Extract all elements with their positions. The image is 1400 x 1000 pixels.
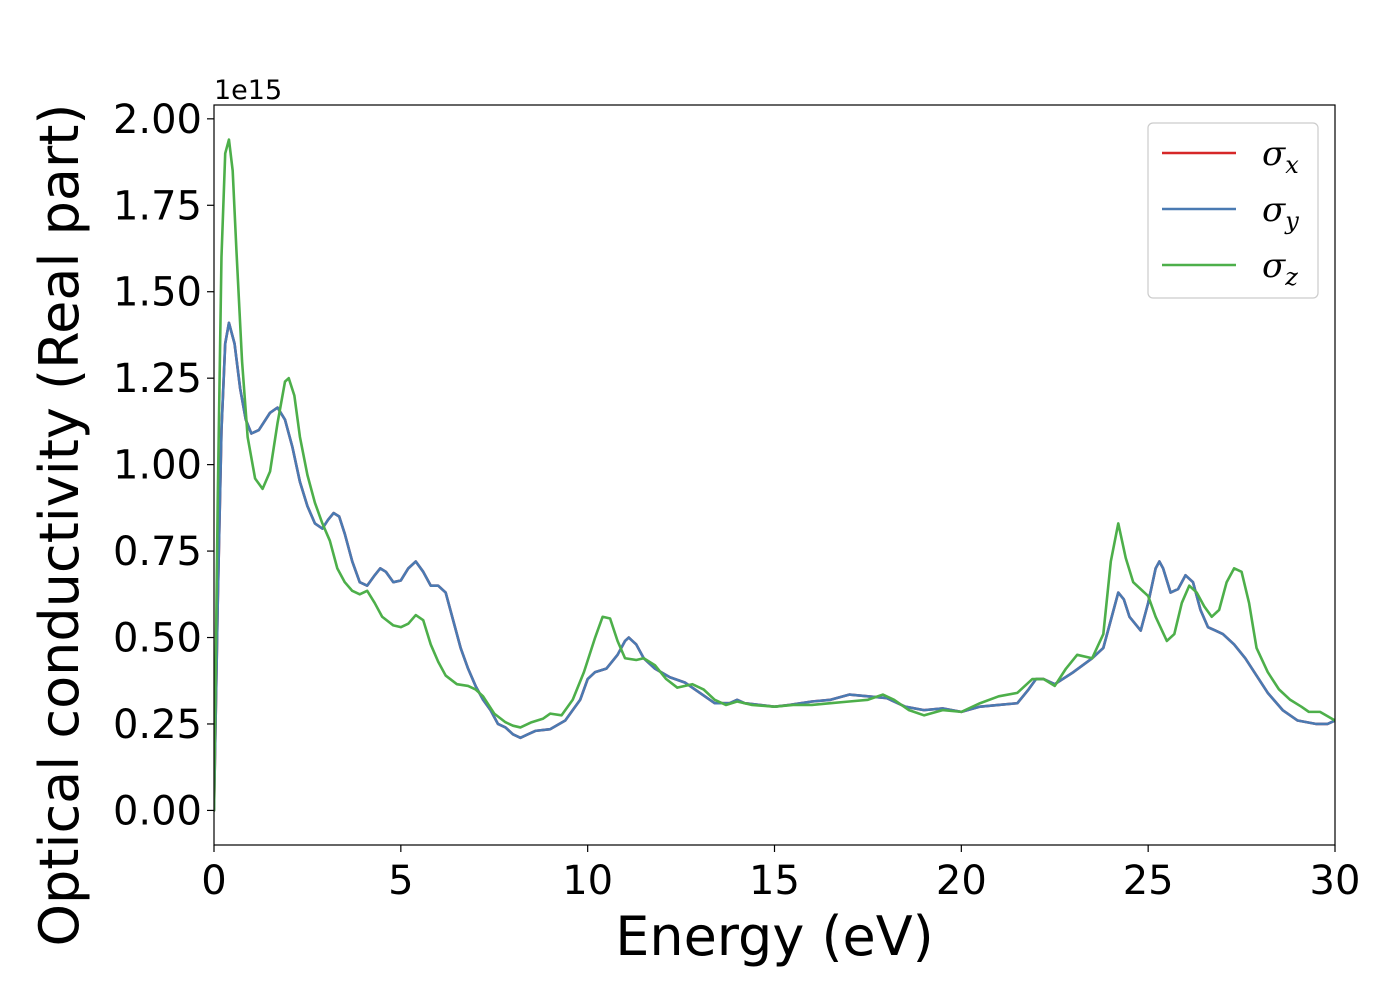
x-tick-label: 30 — [1310, 858, 1361, 904]
legend-label-x: σx — [1262, 134, 1299, 179]
legend-box — [1147, 122, 1319, 299]
series-line-x — [214, 321, 1335, 812]
legend-symbol: σ — [1262, 246, 1286, 286]
legend-subscript: x — [1285, 151, 1299, 179]
x-tick-label: 20 — [936, 858, 987, 904]
legend-symbol: σ — [1262, 190, 1286, 230]
ticks-layer: 0 5 10 15 20 25 30 0.00 0.25 0.50 0.75 1.00 1.25 1.50… — [113, 97, 1361, 904]
y-tick-label: 0.00 — [113, 788, 202, 834]
x-tick-label: 10 — [562, 858, 613, 904]
x-tick-label: 25 — [1123, 858, 1174, 904]
y-tick-label: 1.50 — [113, 270, 202, 316]
x-tick-label: 15 — [749, 858, 800, 904]
legend-subscript: z — [1284, 263, 1298, 291]
series-line-z — [214, 138, 1335, 812]
legend-symbol: σ — [1262, 134, 1286, 174]
y-tick-label: 0.75 — [113, 529, 202, 575]
y-axis-label: Optical conductivity (Real part) — [28, 104, 91, 947]
x-tick-label: 5 — [388, 858, 413, 904]
y-tick-label: 1.25 — [113, 356, 202, 402]
x-tick-label: 0 — [201, 858, 226, 904]
y-offset-label: 1e15 — [214, 75, 282, 106]
series-layer — [214, 138, 1335, 812]
y-tick-label: 0.50 — [113, 616, 202, 662]
legend-label-y: σy — [1262, 190, 1299, 235]
x-axis-label: Energy (eV) — [615, 905, 934, 968]
legend-subscript: y — [1284, 207, 1299, 235]
y-tick-label: 1.00 — [113, 443, 202, 489]
y-tick-label: 2.00 — [113, 97, 202, 143]
series-line-y — [214, 321, 1335, 812]
legend-label-z: σz — [1262, 246, 1298, 291]
y-tick-label: 0.25 — [113, 702, 202, 748]
y-tick-label: 1.75 — [113, 183, 202, 229]
